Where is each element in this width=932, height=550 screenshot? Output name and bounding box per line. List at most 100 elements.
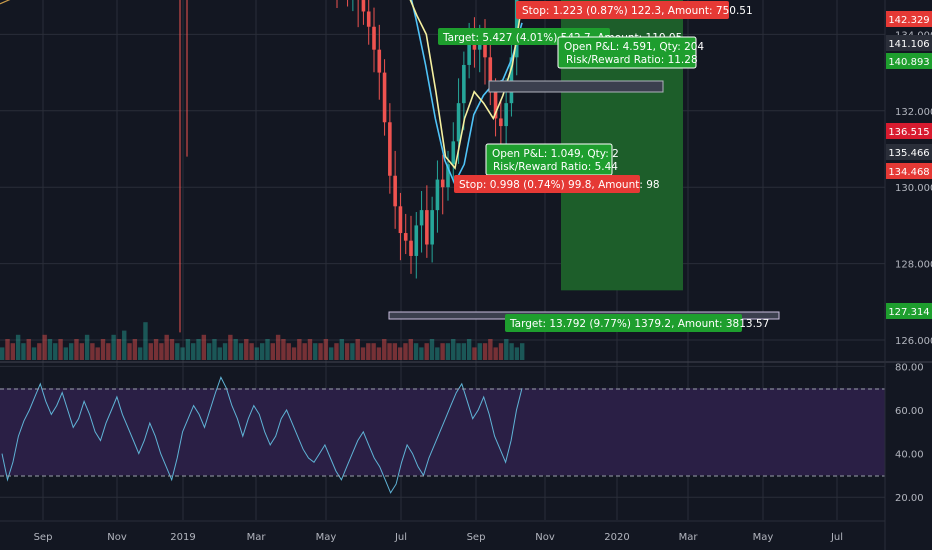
volume-bar bbox=[477, 343, 482, 360]
price-label-text: 140.893 bbox=[888, 57, 929, 68]
volume-bar bbox=[376, 347, 382, 360]
price-label-box bbox=[886, 144, 932, 160]
time-tick-label: 2019 bbox=[170, 532, 195, 543]
time-tick-label: Sep bbox=[34, 532, 53, 543]
price-tick-label: 132.000 bbox=[895, 107, 932, 118]
candle-body bbox=[366, 11, 371, 27]
volume-bar bbox=[153, 339, 159, 360]
candle-body bbox=[388, 122, 392, 176]
price-tick-label: 128.000 bbox=[895, 260, 932, 271]
time-tick-label: Mar bbox=[679, 532, 699, 543]
volume-bar bbox=[254, 347, 260, 360]
volume-bar bbox=[328, 347, 334, 360]
volume-bar bbox=[355, 339, 360, 360]
volume-bar bbox=[344, 343, 350, 360]
volume-bar bbox=[106, 343, 111, 360]
position-1-stop-text: Stop: 1.223 (0.87%) 122.3, Amount: 750.5… bbox=[522, 5, 753, 17]
candle-body bbox=[446, 164, 450, 188]
position-2-rr-text: Risk/Reward Ratio: 5.44 bbox=[493, 161, 618, 173]
volume-bar bbox=[350, 343, 355, 360]
candle-body bbox=[361, 0, 366, 12]
position-1-stop-label[interactable]: Stop: 1.223 (0.87%) 122.3, Amount: 750.5… bbox=[516, 1, 753, 19]
volume-bar bbox=[435, 347, 440, 360]
volume-bar bbox=[382, 339, 387, 360]
volume-bar bbox=[185, 339, 191, 360]
volume-bar bbox=[15, 334, 21, 360]
volume-bar bbox=[122, 330, 127, 360]
candle-body bbox=[483, 38, 487, 58]
candle-body bbox=[504, 103, 508, 127]
price-label-text: 134.468 bbox=[888, 167, 929, 178]
resistance-box[interactable] bbox=[488, 80, 664, 93]
volume-bar bbox=[275, 334, 281, 360]
volume-bar bbox=[63, 347, 69, 360]
rsi-band bbox=[0, 388, 885, 476]
volume-bar bbox=[10, 343, 16, 360]
volume-bar bbox=[307, 339, 313, 360]
volume-bar bbox=[466, 339, 472, 360]
candle-body bbox=[403, 233, 408, 241]
price-label-text: 127.314 bbox=[888, 307, 929, 318]
volume-bar bbox=[493, 347, 498, 360]
volume-bar bbox=[371, 343, 376, 360]
volume-bar bbox=[286, 343, 291, 360]
volume-bar bbox=[5, 339, 10, 360]
time-tick-label: Jul bbox=[394, 532, 407, 543]
volume-bar bbox=[212, 339, 217, 360]
volume-bar bbox=[297, 339, 302, 360]
volume-bar bbox=[148, 343, 153, 360]
rsi-tick-label: 80.00 bbox=[895, 362, 924, 373]
time-tick-label: Sep bbox=[467, 532, 486, 543]
volume-bar bbox=[127, 343, 132, 360]
volume-bar bbox=[31, 347, 37, 360]
volume-bar bbox=[0, 347, 5, 360]
volume-bar bbox=[137, 347, 143, 360]
volume-bar bbox=[228, 334, 233, 360]
position-2-pnl-text: Open P&L: 1.049, Qty: 2 bbox=[492, 148, 619, 160]
price-label-box bbox=[886, 11, 932, 27]
volume-bar bbox=[514, 347, 520, 360]
rsi-tick-label: 40.00 bbox=[895, 450, 924, 461]
volume-bar bbox=[191, 343, 196, 360]
price-tick-label: 130.000 bbox=[895, 183, 932, 194]
candle-body bbox=[414, 225, 419, 256]
volume-bar bbox=[281, 339, 286, 360]
time-axis[interactable]: Sep Nov 2019 Mar May Jul Sep Nov 2020 Mar May Jul bbox=[34, 532, 843, 543]
volume-bar bbox=[313, 343, 318, 360]
time-tick-label: Nov bbox=[535, 532, 555, 543]
volume-bar bbox=[392, 343, 398, 360]
rsi-axis[interactable]: 80.00 60.00 40.00 20.00 bbox=[895, 362, 924, 504]
volume-bar bbox=[159, 343, 164, 360]
candle-body bbox=[435, 179, 440, 211]
volume-bar bbox=[318, 343, 323, 360]
volume-bar bbox=[498, 343, 504, 360]
volume-bar bbox=[451, 339, 456, 360]
position-2-stop-label[interactable]: Stop: 0.998 (0.74%) 99.8, Amount: 98 bbox=[454, 175, 660, 193]
volume-bar bbox=[132, 339, 138, 360]
volume-bar bbox=[334, 343, 339, 360]
position-2-target-text: Target: 13.792 (9.77%) 1379.2, Amount: 3… bbox=[509, 318, 769, 330]
volume-bar bbox=[403, 343, 408, 360]
position-1-pnl-label[interactable]: Open P&L: 4.591, Qty: 204 Risk/Reward Ra… bbox=[557, 36, 704, 69]
volume-bar bbox=[58, 339, 63, 360]
volume-bar bbox=[244, 339, 249, 360]
volume-bar bbox=[196, 339, 201, 360]
volume-bar bbox=[111, 334, 116, 360]
volume-bar bbox=[445, 343, 451, 360]
price-label-box bbox=[886, 123, 932, 139]
volume-bar bbox=[520, 343, 525, 360]
candle-body bbox=[509, 57, 514, 104]
ema-slow-line bbox=[410, 0, 523, 186]
volume-bar bbox=[47, 339, 53, 360]
volume-bar bbox=[95, 347, 100, 360]
position-2-pnl-label[interactable]: Open P&L: 1.049, Qty: 2 Risk/Reward Rati… bbox=[485, 143, 619, 176]
volume-bar bbox=[206, 343, 212, 360]
position-2-target-label[interactable]: Target: 13.792 (9.77%) 1379.2, Amount: 3… bbox=[505, 314, 769, 332]
volume-bar bbox=[456, 343, 461, 360]
volume-bar bbox=[164, 334, 169, 360]
volume-bar bbox=[222, 343, 228, 360]
volume-bar bbox=[21, 343, 26, 360]
candle-body bbox=[472, 42, 477, 50]
candle-body bbox=[488, 57, 493, 92]
